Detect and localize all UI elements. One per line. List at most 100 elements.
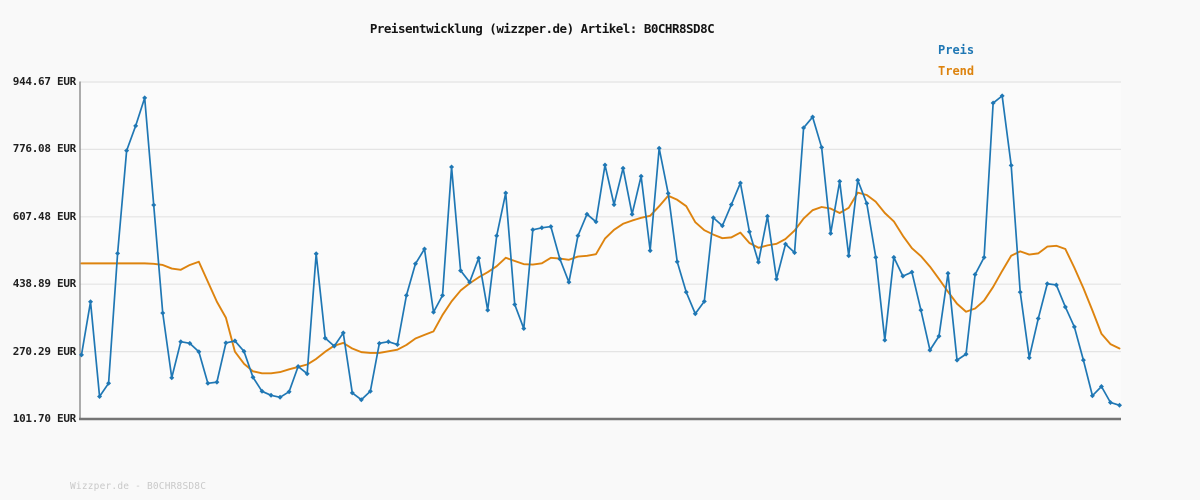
- preis-marker: [97, 393, 103, 399]
- preis-marker: [223, 340, 229, 346]
- preis-marker: [927, 347, 933, 353]
- preis-marker: [1089, 393, 1095, 399]
- preis-marker: [196, 349, 202, 355]
- preis-marker: [403, 292, 409, 298]
- footer-watermark: Wizzper.de - B0CHR8SD8C: [70, 481, 207, 492]
- preis-marker: [692, 311, 698, 317]
- preis-marker: [485, 307, 491, 313]
- preis-marker: [746, 229, 752, 235]
- preis-marker: [764, 213, 770, 219]
- preis-marker: [349, 390, 355, 396]
- preis-marker: [828, 230, 834, 236]
- preis-marker: [286, 389, 292, 395]
- preis-marker: [774, 276, 780, 282]
- preis-marker: [331, 343, 337, 349]
- preis-marker: [575, 233, 581, 239]
- preis-marker: [440, 292, 446, 298]
- preis-marker: [476, 255, 482, 261]
- preis-marker: [819, 144, 825, 150]
- preis-marker: [241, 348, 247, 354]
- preis-marker: [864, 200, 870, 206]
- preis-marker: [855, 177, 861, 183]
- preis-marker: [205, 380, 211, 386]
- preis-marker: [530, 227, 536, 233]
- preis-marker: [620, 165, 626, 171]
- preis-marker: [340, 330, 346, 336]
- preis-marker: [133, 123, 139, 129]
- preis-marker: [88, 299, 94, 305]
- preis-marker: [512, 302, 518, 308]
- preis-marker: [602, 162, 608, 168]
- preis-marker: [151, 202, 157, 208]
- preis-marker: [187, 340, 193, 346]
- preis-marker: [124, 148, 130, 154]
- preis-marker: [710, 215, 716, 221]
- preis-marker: [647, 248, 653, 254]
- y-tick-label: 101.70 EUR: [12, 412, 77, 425]
- preis-marker: [674, 259, 680, 265]
- page-title: Preisentwicklung (wizzper.de) Artikel: B…: [369, 21, 715, 36]
- preis-marker: [322, 335, 328, 341]
- preis-marker: [160, 310, 166, 316]
- preis-marker: [936, 333, 942, 339]
- preis-marker: [1017, 289, 1023, 295]
- preis-marker: [358, 397, 364, 403]
- preis-marker: [259, 388, 265, 394]
- preis-marker: [584, 211, 590, 217]
- preis-marker: [367, 388, 373, 394]
- preis-marker: [999, 93, 1005, 99]
- preis-marker: [719, 223, 725, 229]
- preis-marker: [1044, 281, 1050, 287]
- preis-marker: [268, 392, 274, 398]
- preis-marker: [385, 339, 391, 345]
- preis-marker: [846, 253, 852, 259]
- preis-marker: [178, 339, 184, 345]
- plot-area: [80, 82, 1121, 419]
- preis-marker: [972, 272, 978, 278]
- preis-marker: [1062, 304, 1068, 310]
- preis-marker: [1071, 324, 1077, 330]
- preis-marker: [629, 211, 635, 217]
- preis-marker: [755, 259, 761, 265]
- preis-marker: [169, 375, 175, 381]
- preis-marker: [891, 254, 897, 260]
- preis-marker: [837, 178, 843, 184]
- y-tick-label: 270.29 EUR: [12, 344, 77, 358]
- preis-marker: [918, 307, 924, 313]
- preis-marker: [638, 173, 644, 179]
- preis-line: [80, 95, 1121, 407]
- preis-marker: [503, 190, 509, 196]
- preis-marker: [1008, 162, 1014, 168]
- preis-marker: [412, 261, 418, 267]
- preis-marker: [421, 246, 427, 252]
- preis-marker: [539, 225, 545, 231]
- preis-marker: [431, 309, 437, 315]
- preis-marker: [963, 351, 969, 357]
- preis-marker: [593, 219, 599, 225]
- preis-marker: [79, 352, 84, 358]
- preis-marker: [566, 279, 572, 285]
- y-tick-label: 438.89 EUR: [12, 277, 77, 291]
- preis-marker: [783, 241, 789, 247]
- preis-marker: [250, 374, 256, 380]
- preis-marker: [728, 202, 734, 208]
- preis-marker: [1098, 383, 1104, 389]
- preis-marker: [656, 145, 662, 151]
- preis-marker: [665, 190, 671, 196]
- preis-marker: [954, 357, 960, 363]
- y-tick-label: 944.67 EUR: [12, 75, 77, 88]
- preis-marker: [1053, 282, 1059, 288]
- preis-marker: [945, 270, 951, 276]
- preis-marker: [494, 233, 500, 239]
- preis-markers: [79, 93, 1122, 408]
- preis-marker: [142, 95, 148, 101]
- preis-marker: [214, 379, 220, 385]
- preis-marker: [277, 394, 283, 400]
- y-tick-label: 776.08 EUR: [12, 142, 77, 156]
- preis-marker: [1107, 399, 1113, 405]
- preis-marker: [467, 279, 473, 285]
- preis-marker: [882, 337, 888, 343]
- preis-marker: [394, 342, 400, 348]
